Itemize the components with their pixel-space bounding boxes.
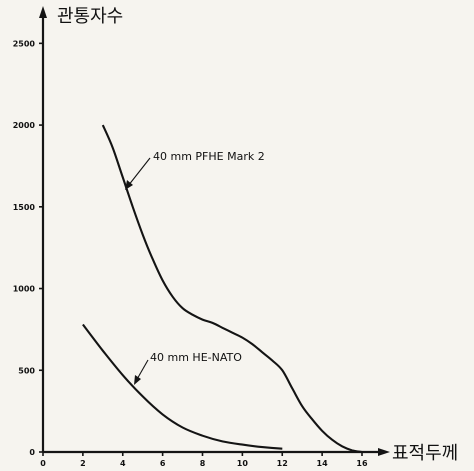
series-line-pfhe (101, 124, 363, 454)
series-layer (82, 124, 363, 454)
series-line-he-nato (82, 323, 283, 450)
x-tick-label: 8 (200, 459, 206, 468)
y-tick-label: 1500 (13, 203, 36, 212)
y-tick-label: 0 (29, 448, 35, 457)
x-tick-label: 6 (160, 459, 166, 468)
x-tick-label: 16 (356, 459, 368, 468)
y-tick-label: 1000 (13, 285, 36, 294)
he-nato-leader-arrow (134, 375, 141, 385)
series-label-he-nato: 40 mm HE-NATO (150, 351, 242, 364)
y-axis-arrow (39, 6, 47, 18)
series-label-pfhe: 40 mm PFHE Mark 2 (153, 150, 265, 163)
y-tick-label: 2500 (13, 39, 36, 48)
y-axis-title: 관통자수 (57, 6, 123, 27)
x-tick-label: 2 (80, 459, 86, 468)
x-tick-label: 10 (237, 459, 249, 468)
x-axis-title: 표적두께 (392, 443, 458, 464)
pfhe-leader-line (127, 157, 151, 187)
x-tick-label: 0 (40, 459, 46, 468)
x-axis-arrow (378, 448, 390, 456)
x-tick-label: 12 (277, 459, 288, 468)
x-tick-label: 14 (317, 459, 329, 468)
labels-layer: 관통자수 표적두께 40 mm PFHE Mark 2 40 mm HE-NAT… (57, 6, 458, 464)
x-tick-label: 4 (120, 459, 126, 468)
axes: 0 2 4 6 8 10 12 14 16 0 500 1000 1500 2000 2500 (13, 6, 390, 468)
y-tick-label: 500 (18, 366, 35, 375)
pfhe-leader-arrow (125, 180, 133, 190)
y-tick-label: 2000 (13, 121, 36, 130)
